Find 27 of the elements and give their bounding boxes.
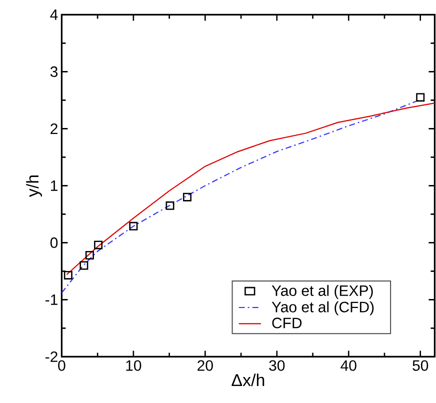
x-tick-label: 10 <box>126 360 142 371</box>
line-series <box>66 102 435 276</box>
point <box>85 250 94 260</box>
y-tick-label: 4 <box>50 10 58 20</box>
legend-label: Yao et al (CFD) <box>272 301 374 316</box>
point <box>94 240 103 250</box>
x-tick-label: 50 <box>412 360 428 371</box>
x-axis-title: Δx/h <box>232 374 264 386</box>
y-tick-label: 1 <box>50 180 58 191</box>
y-tick-label: 0 <box>50 237 58 248</box>
legend-label: CFD <box>272 318 302 328</box>
legend-label: Yao et al (EXP) <box>272 284 373 299</box>
point <box>129 222 138 230</box>
y-axis-title: y/h <box>26 175 42 197</box>
y-tick-label: -2 <box>46 351 58 362</box>
x-tick-label: 40 <box>340 360 356 371</box>
x-tick-label: 0 <box>58 360 66 371</box>
point <box>80 261 88 270</box>
x-tick-label: 30 <box>269 360 285 371</box>
x-tick-label: 20 <box>198 360 213 371</box>
y-tick-label: 3 <box>50 66 58 78</box>
point <box>166 201 174 210</box>
point <box>182 192 192 202</box>
point <box>64 270 72 280</box>
point <box>416 93 425 102</box>
y-tick-label: -1 <box>46 294 58 305</box>
y-tick-label: 2 <box>50 123 58 134</box>
